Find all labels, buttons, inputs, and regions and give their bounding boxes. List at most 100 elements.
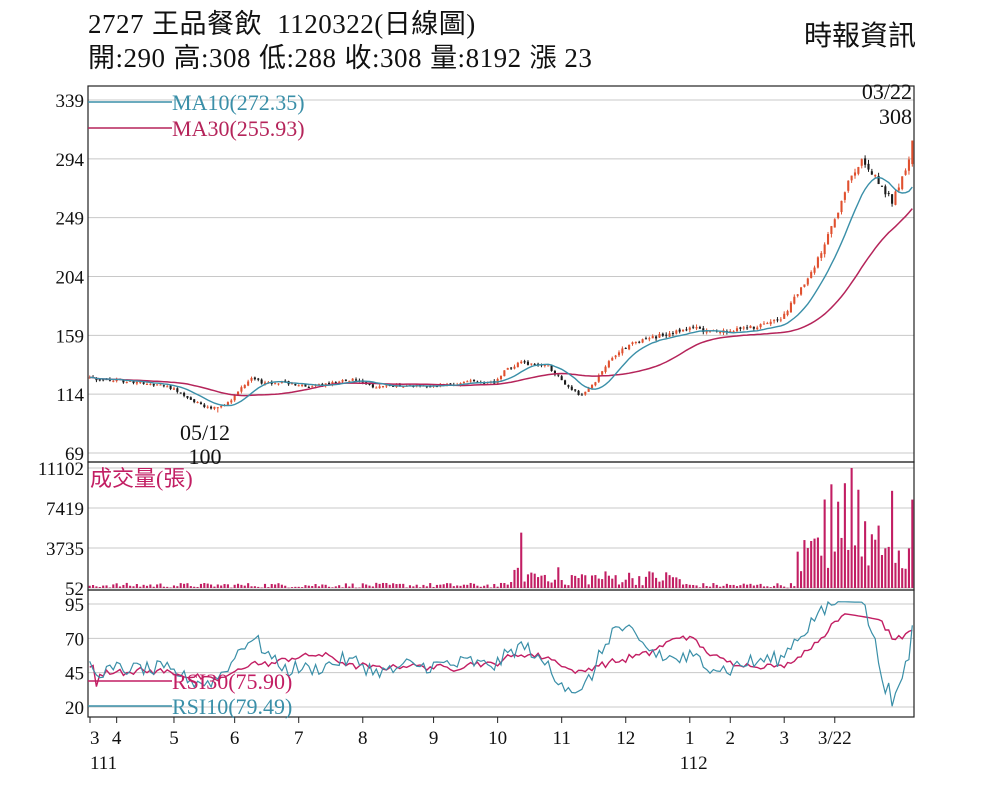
volume-bar — [682, 584, 685, 588]
candle-body — [220, 406, 223, 408]
volume-bar — [162, 586, 165, 588]
volume-bar — [526, 574, 530, 588]
candle-body — [402, 386, 405, 388]
candle-body — [769, 321, 772, 325]
candle-body — [328, 382, 331, 385]
volume-bar — [102, 585, 105, 588]
candle-body — [176, 388, 179, 392]
candle-body — [877, 175, 880, 185]
candle-body — [638, 341, 641, 343]
candle-body — [139, 381, 142, 383]
volume-bar — [166, 586, 169, 588]
candle-body — [449, 383, 452, 385]
volume-bar — [314, 584, 317, 588]
candle-body — [226, 402, 229, 406]
candle-body — [250, 377, 253, 381]
volume-bar — [476, 585, 479, 588]
candle-body — [655, 336, 658, 339]
candle-body — [746, 327, 749, 329]
rsi-tick-label: 20 — [65, 698, 84, 719]
candle-body — [816, 257, 819, 268]
candle-body — [294, 383, 297, 386]
volume-bar — [429, 583, 432, 588]
x-tick-label: 7 — [294, 728, 304, 749]
volume-bar — [183, 583, 186, 588]
volume-bar — [796, 551, 799, 588]
volume-bar — [294, 586, 297, 588]
candle-body — [796, 294, 799, 296]
volume-bar — [361, 583, 364, 588]
candle-body — [850, 175, 853, 181]
volume-bar — [334, 586, 337, 588]
x-tick-label: 12 — [616, 728, 635, 749]
candle-body — [668, 333, 671, 337]
candle-body — [870, 171, 873, 175]
volume-bar — [894, 562, 897, 588]
volume-bar — [820, 555, 823, 588]
volume-bar — [884, 548, 887, 588]
volume-bar — [270, 583, 273, 588]
volume-bar — [904, 568, 907, 588]
volume-bar — [435, 584, 438, 588]
volume-bar — [483, 585, 486, 588]
volume-bar — [675, 577, 678, 588]
candle-body — [644, 338, 648, 340]
volume-bar — [533, 573, 536, 588]
candle-body — [230, 400, 233, 403]
x-tick-label: 10 — [488, 728, 507, 749]
volume-bar — [169, 587, 172, 589]
candle-body — [257, 378, 260, 380]
candle-body — [375, 387, 378, 389]
volume-tick-label: 7419 — [46, 499, 84, 520]
volume-bar — [658, 581, 661, 588]
candle-body — [860, 159, 863, 166]
candle-body — [297, 385, 300, 387]
stock-code: 2727 — [88, 9, 144, 39]
volume-bar — [749, 583, 752, 588]
candle-body — [678, 329, 681, 332]
volume-bar — [496, 586, 499, 588]
volume-tick-label: 11102 — [38, 459, 84, 480]
volume-bar — [277, 583, 280, 588]
candle-body — [897, 187, 900, 191]
volume-bar — [587, 584, 590, 588]
volume-bar — [466, 584, 469, 588]
candle-body — [516, 362, 519, 368]
volume-bar — [783, 586, 786, 588]
volume-bar — [601, 579, 604, 588]
panel-frame — [87, 461, 915, 591]
volume-bar — [732, 584, 735, 588]
candle-body — [762, 323, 766, 325]
volume-bar — [584, 575, 587, 588]
volume-bar — [722, 585, 725, 588]
price-tick-label: 114 — [56, 385, 84, 406]
volume-bar — [624, 579, 627, 588]
candle-body — [284, 380, 287, 382]
candle-body — [806, 278, 809, 285]
volume-bar — [385, 583, 388, 588]
volume-bar — [870, 534, 873, 588]
candle-body — [260, 379, 263, 384]
volume-bar — [513, 569, 516, 588]
volume-bar — [570, 575, 573, 588]
volume-bar — [837, 501, 840, 588]
volume-bar — [806, 548, 809, 588]
candle-body — [756, 327, 759, 330]
legend-and-annotations: MA10(272.35)MA30(255.93) 成交量(張) RSI30(75.9… — [88, 79, 912, 719]
volume-bar — [392, 583, 395, 588]
candle-body — [378, 386, 381, 389]
volume-bar — [88, 585, 91, 588]
high-value-annotation: 308 — [879, 104, 912, 129]
x-tick-label: 1 — [685, 728, 695, 749]
candle-body — [810, 272, 813, 278]
volume-bar — [311, 586, 314, 588]
price-tick-label: 249 — [56, 209, 85, 230]
volume-bar — [537, 577, 540, 588]
candle-body — [462, 381, 465, 384]
volume-bar — [422, 584, 425, 588]
close-value: 收:308 — [344, 43, 423, 73]
candle-body — [466, 381, 469, 383]
volume-bar — [773, 585, 776, 588]
candle-body — [614, 355, 617, 358]
